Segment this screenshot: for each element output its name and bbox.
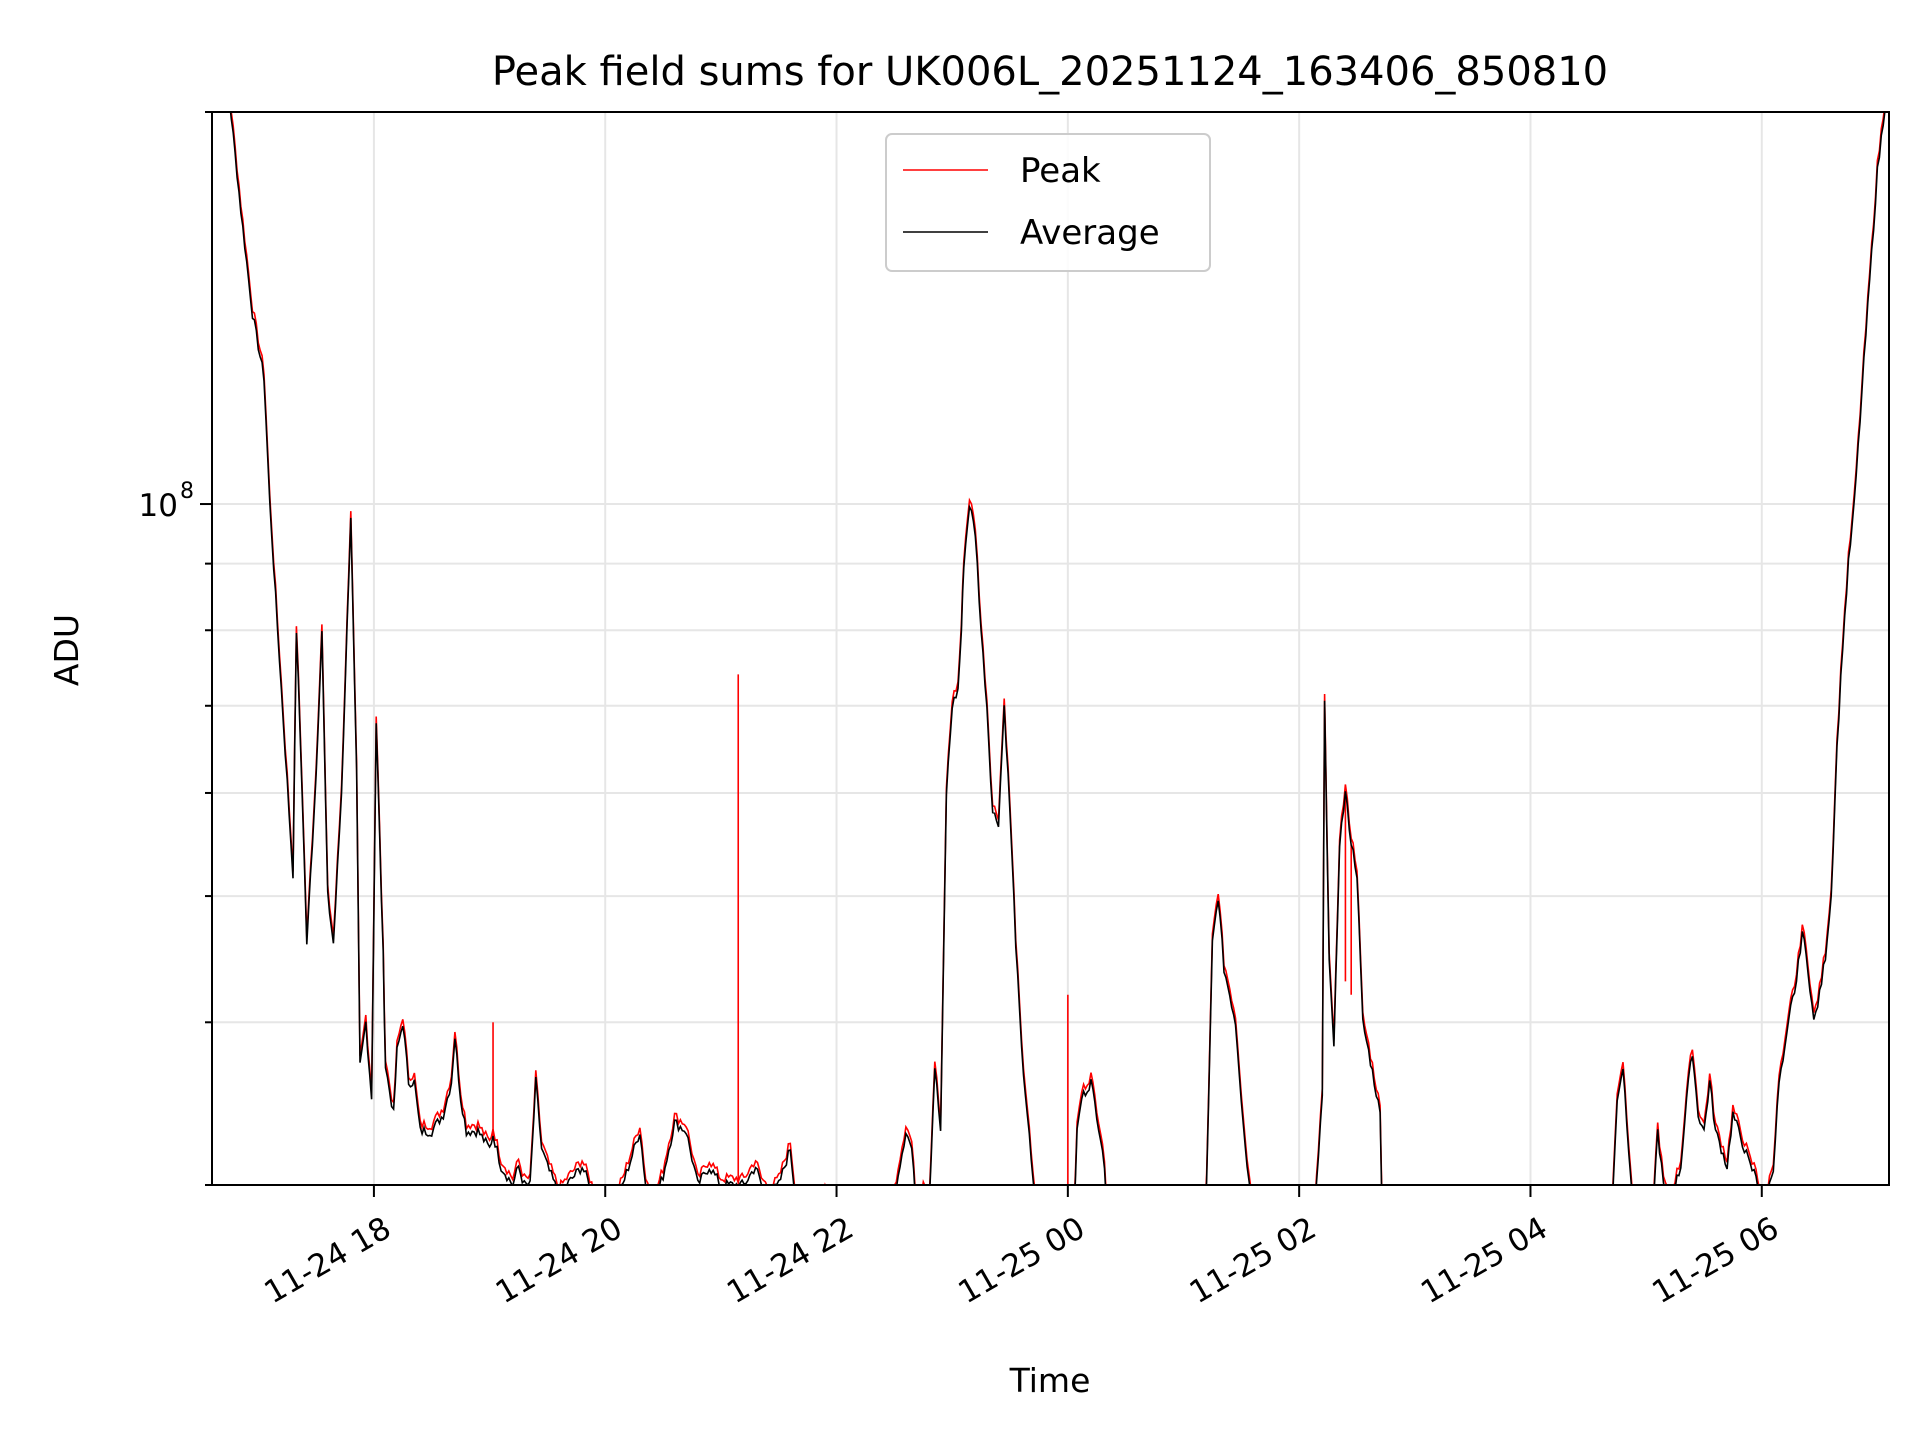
legend-label-peak: Peak [1020,151,1101,191]
y-tick-label-exponent: 8 [180,479,194,504]
series-line-average [229,112,1886,1185]
x-axis-label: Time [1009,1361,1091,1400]
plot-area-frame [211,111,1890,1186]
y-axis-label: ADU [47,614,86,686]
series-line-peak [230,112,1885,1185]
legend: Peak Average [885,133,1211,272]
y-tick-label-major: 10 [139,488,178,524]
series-layer [229,112,1886,1185]
legend-label-average: Average [1020,213,1160,253]
legend-box [885,133,1211,272]
y-axis-ticks: 10 8 [139,111,212,1186]
chart-title: Peak field sums for UK006L_20251124_1634… [492,49,1608,95]
